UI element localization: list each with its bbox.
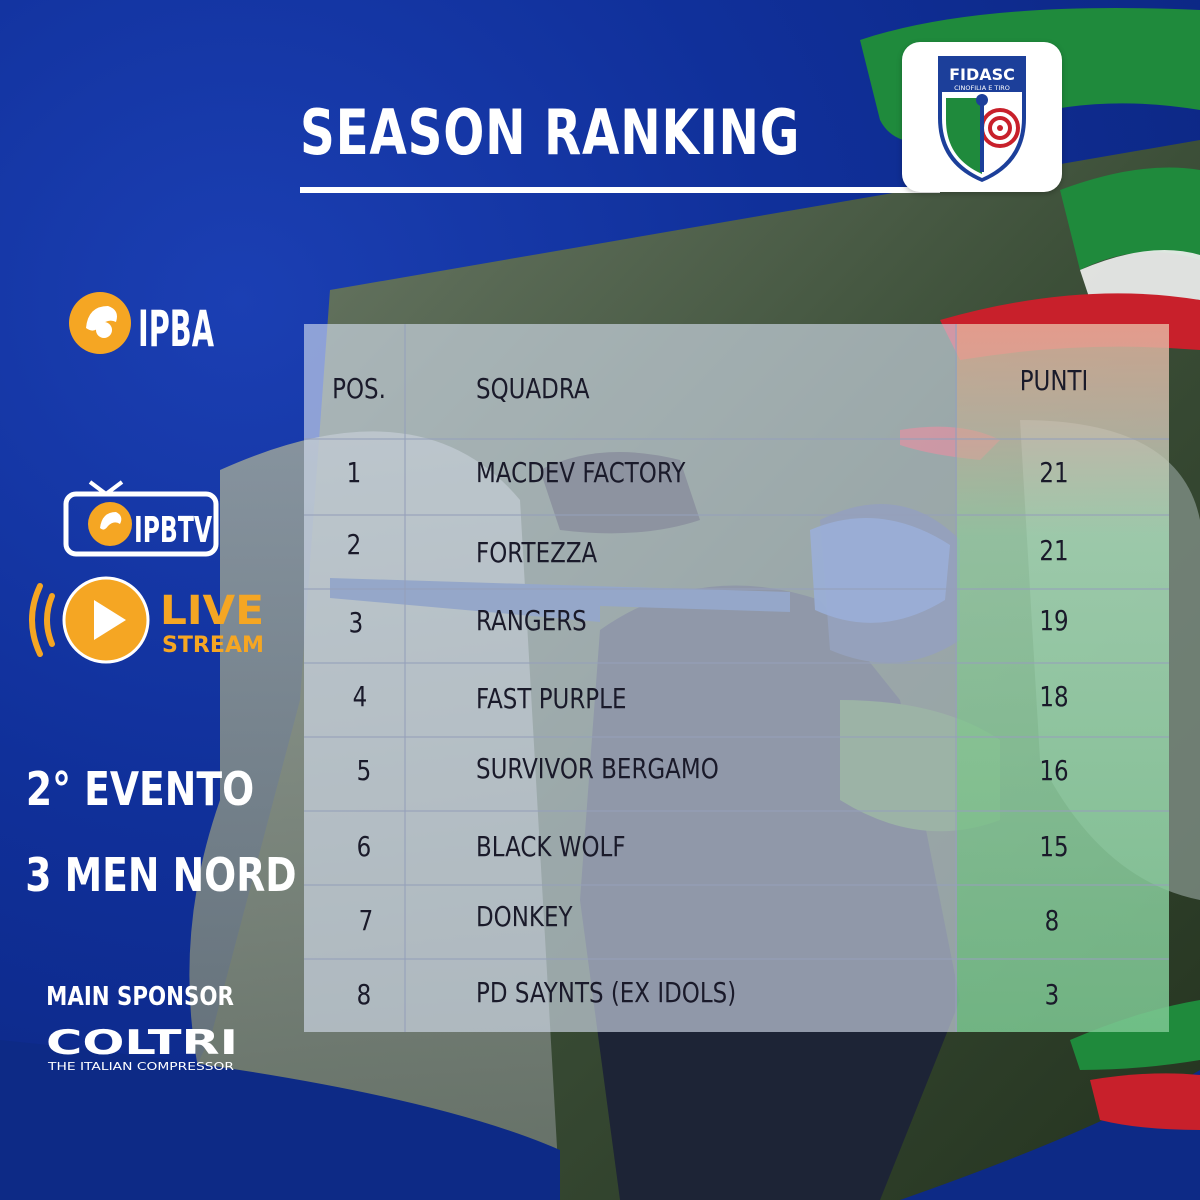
live-text: LIVE [160,588,264,634]
row-divider [304,736,1169,738]
column-divider [404,324,406,1032]
row-divider [304,958,1169,960]
row-divider [304,884,1169,886]
row-points: 18 [1039,680,1069,713]
row-team: MACDEV FACTORY [476,456,686,489]
row-points: 19 [1039,604,1069,637]
row-team: SURVIVOR BERGAMO [476,752,719,785]
row-team: FORTEZZA [476,536,598,569]
event-title: 2° EVENTO [25,762,255,816]
row-points: 15 [1039,830,1069,863]
column-divider [955,324,957,1032]
points-column-highlight [957,324,1169,1032]
row-pos: 7 [358,904,374,937]
row-pos: 4 [352,680,368,713]
row-divider [304,588,1169,590]
row-divider [304,662,1169,664]
title-underline [300,187,940,193]
row-points: 16 [1039,754,1069,787]
page-title: SEASON RANKING [300,96,801,169]
coltri-logo: COLTRI THE ITALIAN COMPRESSOR [44,1022,244,1074]
row-divider [304,438,1169,440]
header-points: PUNTI [1019,364,1089,397]
row-team: DONKEY [476,900,573,933]
ipbtv-logo: IPBTV [62,472,222,562]
fidasc-subtext: CINOFILIA E TIRO [954,84,1010,92]
event-category: 3 MEN NORD [25,848,297,902]
row-pos: 2 [346,528,362,561]
row-points: 21 [1039,534,1069,567]
ipbtv-text: IPBTV [134,510,212,551]
row-pos: 6 [356,830,372,863]
stream-text: STREAM [162,633,264,658]
ipba-text: IPBA [138,300,214,358]
row-divider [304,514,1169,516]
header-pos: POS. [332,372,386,405]
row-points: 21 [1039,456,1069,489]
row-pos: 8 [356,978,372,1011]
ranking-table: POS. SQUADRA PUNTI 1 MACDEV FACTORY 21 2… [304,324,1169,1032]
row-team: BLACK WOLF [476,830,626,863]
row-points: 3 [1044,978,1060,1011]
fidasc-shield-icon: FIDASC CINOFILIA E TIRO [938,56,1026,182]
row-divider [304,810,1169,812]
row-pos: 3 [348,606,364,639]
row-team: RANGERS [476,604,587,637]
fidasc-logo-badge: FIDASC CINOFILIA E TIRO [902,42,1062,192]
play-icon [94,600,126,640]
coltri-text: COLTRI [46,1023,238,1063]
coltri-subtext: THE ITALIAN COMPRESSOR [47,1060,235,1073]
fidasc-text: FIDASC [949,65,1015,84]
live-stream-button[interactable]: LIVE STREAM [20,572,270,668]
ipba-logo: IPBA [68,288,218,358]
row-pos: 1 [346,456,362,489]
row-team: PD SAYNTS (EX IDOLS) [476,976,737,1009]
row-team: FAST PURPLE [476,682,627,715]
sponsor-label: MAIN SPONSOR [46,982,234,1012]
row-points: 8 [1044,904,1060,937]
header-team: SQUADRA [476,372,590,405]
row-pos: 5 [356,754,372,787]
